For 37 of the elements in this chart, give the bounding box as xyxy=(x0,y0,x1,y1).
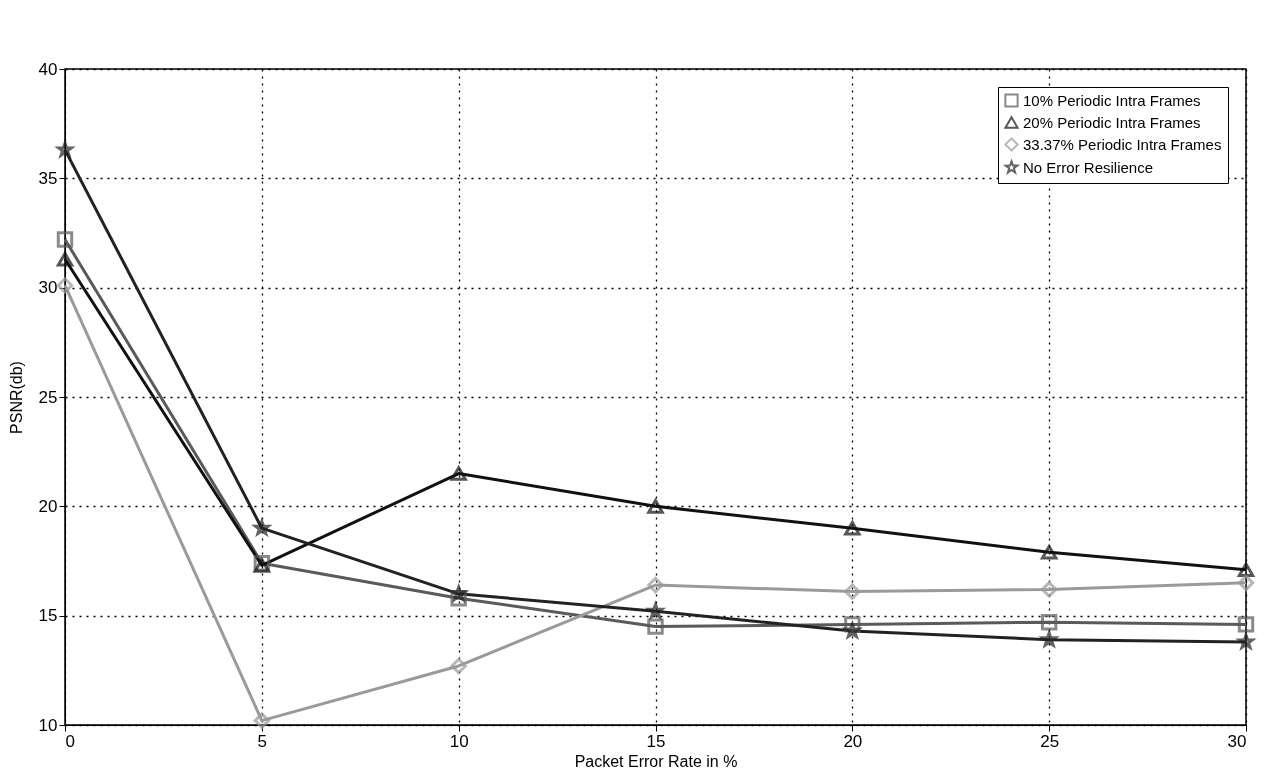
x-tick-label: 0 xyxy=(65,731,75,751)
y-tick-label: 40 xyxy=(38,59,58,79)
y-tick-label: 15 xyxy=(38,606,58,626)
point xyxy=(56,251,74,267)
point xyxy=(647,576,664,594)
point xyxy=(844,583,861,600)
point xyxy=(1237,616,1255,633)
y-tick-label: 20 xyxy=(38,496,58,516)
y-tick-label: 10 xyxy=(38,715,58,735)
legend-label: 33.37% Periodic Intra Frames xyxy=(1023,135,1222,153)
point xyxy=(647,499,664,514)
point xyxy=(1040,581,1058,598)
point xyxy=(450,657,467,675)
y-tick-label: 35 xyxy=(38,168,58,188)
x-tick-label: 15 xyxy=(646,731,666,751)
x-tick-label: 10 xyxy=(449,731,469,751)
y-axis-title: PSNR(db) xyxy=(7,361,25,434)
y-tick-label: 30 xyxy=(38,278,58,298)
point xyxy=(1237,574,1255,592)
point xyxy=(647,618,664,635)
legend-label: 10% Periodic Intra Frames xyxy=(1023,91,1201,109)
legend-label: No Error Resilience xyxy=(1023,158,1154,176)
point xyxy=(1040,544,1058,560)
legend-label: 20% Periodic Intra Frames xyxy=(1023,113,1201,131)
point xyxy=(844,520,861,536)
point xyxy=(56,277,74,294)
x-tick-label: 20 xyxy=(843,731,863,751)
point xyxy=(450,466,467,481)
point xyxy=(1040,614,1058,631)
x-tick-label: 5 xyxy=(257,731,268,751)
y-tick-label: 25 xyxy=(38,387,58,407)
x-tick-label: 30 xyxy=(1227,731,1247,751)
x-tick-label: 25 xyxy=(1040,731,1060,751)
point xyxy=(1237,562,1255,578)
point xyxy=(56,231,74,248)
x-axis-title: Packet Error Rate in % xyxy=(574,752,738,770)
point xyxy=(253,712,271,729)
